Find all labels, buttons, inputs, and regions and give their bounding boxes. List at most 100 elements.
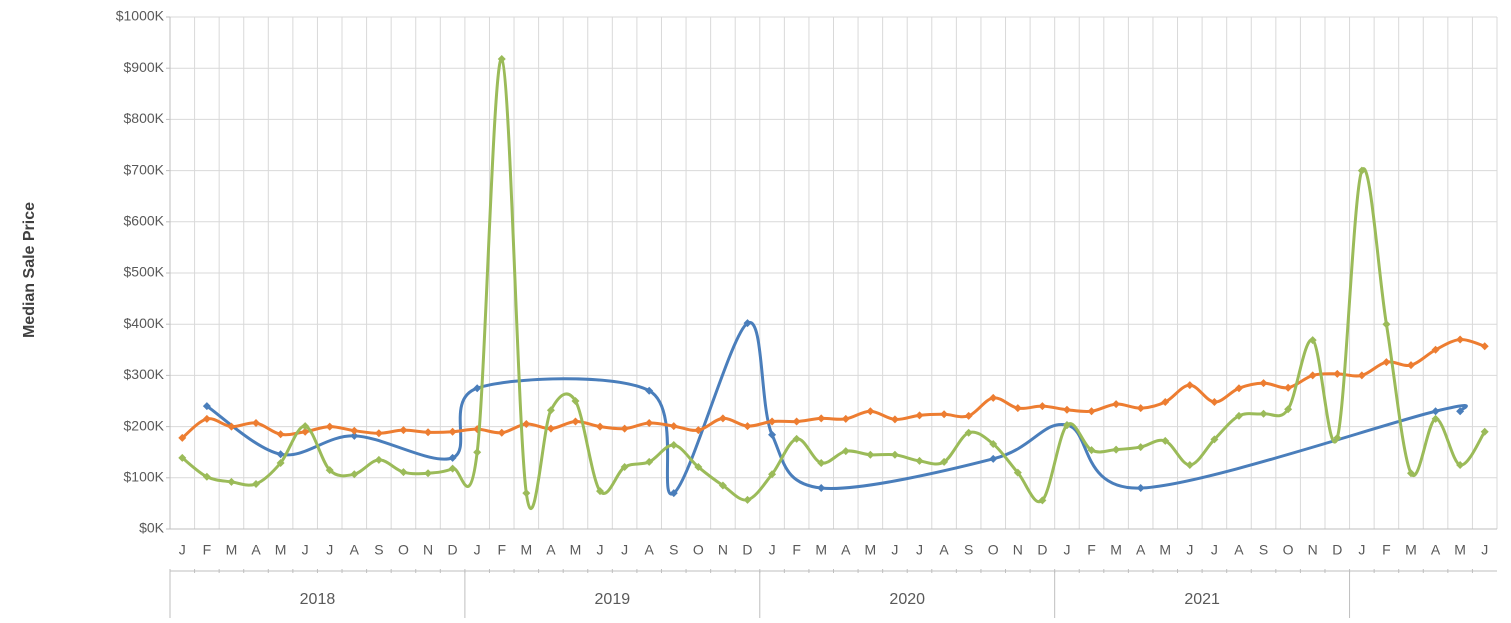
x-tick-label: O: [693, 542, 704, 558]
x-tick-label: J: [179, 542, 186, 558]
point-marker: [768, 417, 777, 426]
point-marker: [1087, 446, 1096, 455]
point-marker: [1234, 411, 1243, 420]
point-marker: [227, 477, 236, 486]
group-label: 2018: [300, 591, 336, 608]
point-marker: [1136, 484, 1145, 493]
point-marker: [276, 450, 285, 459]
point-marker: [1456, 335, 1465, 344]
point-marker: [1112, 400, 1121, 409]
point-marker: [890, 450, 899, 459]
point-marker: [546, 406, 555, 415]
point-marker: [989, 454, 998, 463]
point-marker: [350, 426, 359, 435]
point-marker: [841, 414, 850, 423]
point-marker: [178, 433, 187, 442]
y-tick-label: $1000K: [116, 8, 165, 24]
x-tick-label: O: [398, 542, 409, 558]
point-marker: [374, 455, 383, 464]
point-marker: [571, 417, 580, 426]
point-marker: [1382, 358, 1391, 367]
point-marker: [940, 410, 949, 419]
point-marker: [1333, 369, 1342, 378]
point-marker: [301, 427, 310, 436]
x-tick-label: A: [645, 542, 655, 558]
point-marker: [1284, 383, 1293, 392]
x-tick-label: A: [841, 542, 851, 558]
point-marker: [1087, 407, 1096, 416]
point-marker: [669, 441, 678, 450]
point-marker: [1210, 398, 1219, 407]
x-tick-label: O: [988, 542, 999, 558]
point-marker: [694, 463, 703, 472]
point-marker: [743, 319, 752, 328]
x-tick-label: D: [448, 542, 458, 558]
x-tick-label: J: [1358, 542, 1365, 558]
x-tick-label: M: [275, 542, 287, 558]
point-marker: [645, 419, 654, 428]
x-tick-label: J: [769, 542, 776, 558]
point-marker: [571, 397, 580, 405]
x-tick-label: N: [718, 542, 728, 558]
point-marker: [473, 448, 482, 457]
point-marker: [1431, 345, 1440, 354]
point-marker: [1234, 384, 1243, 393]
y-tick-label: $300K: [124, 366, 165, 382]
point-marker: [1210, 435, 1219, 444]
x-tick-label: S: [374, 542, 383, 558]
x-tick-label: J: [597, 542, 604, 558]
x-tick-label: J: [474, 542, 481, 558]
point-marker: [1013, 404, 1022, 413]
point-marker: [350, 431, 359, 440]
x-tick-label: M: [1159, 542, 1171, 558]
x-tick-label: A: [1136, 542, 1146, 558]
x-tick-label: M: [1454, 542, 1466, 558]
point-marker: [1357, 166, 1366, 175]
point-marker: [1308, 371, 1317, 380]
x-tick-label: M: [226, 542, 238, 558]
point-marker: [792, 417, 801, 426]
x-tick-label: F: [792, 542, 801, 558]
point-marker: [424, 469, 433, 478]
x-tick-label: A: [1431, 542, 1441, 558]
y-tick-label: $800K: [124, 110, 165, 126]
point-marker: [866, 407, 875, 416]
x-tick-label: A: [350, 542, 360, 558]
x-tick-label: F: [1382, 542, 1391, 558]
y-tick-label: $400K: [124, 315, 165, 331]
group-label: 2021: [1184, 591, 1220, 608]
x-tick-label: M: [865, 542, 877, 558]
point-marker: [1161, 436, 1170, 445]
x-tick-label: F: [203, 542, 212, 558]
point-marker: [202, 414, 211, 423]
point-marker: [399, 426, 408, 435]
point-marker: [448, 464, 457, 473]
point-marker: [1333, 433, 1342, 442]
point-marker: [424, 428, 433, 437]
point-marker: [866, 450, 875, 459]
point-marker: [1259, 379, 1268, 388]
y-tick-label: $500K: [124, 264, 165, 280]
x-tick-label: N: [423, 542, 433, 558]
x-tick-label: J: [1063, 542, 1070, 558]
x-tick-label: J: [302, 542, 309, 558]
point-marker: [1406, 469, 1415, 478]
x-tick-label: M: [520, 542, 532, 558]
y-tick-label: $700K: [124, 161, 165, 177]
x-tick-label: A: [939, 542, 949, 558]
y-tick-label: $900K: [124, 59, 165, 75]
point-marker: [276, 458, 285, 467]
point-marker: [964, 411, 973, 420]
x-tick-label: J: [1186, 542, 1193, 558]
point-marker: [202, 402, 211, 411]
point-marker: [1038, 402, 1047, 411]
point-marker: [817, 484, 826, 493]
group-label: 2019: [595, 591, 631, 608]
point-marker: [546, 424, 555, 433]
point-marker: [768, 470, 777, 479]
point-marker: [940, 457, 949, 466]
point-marker: [1161, 398, 1170, 407]
x-tick-label: J: [1481, 542, 1488, 558]
point-marker: [1185, 381, 1194, 390]
